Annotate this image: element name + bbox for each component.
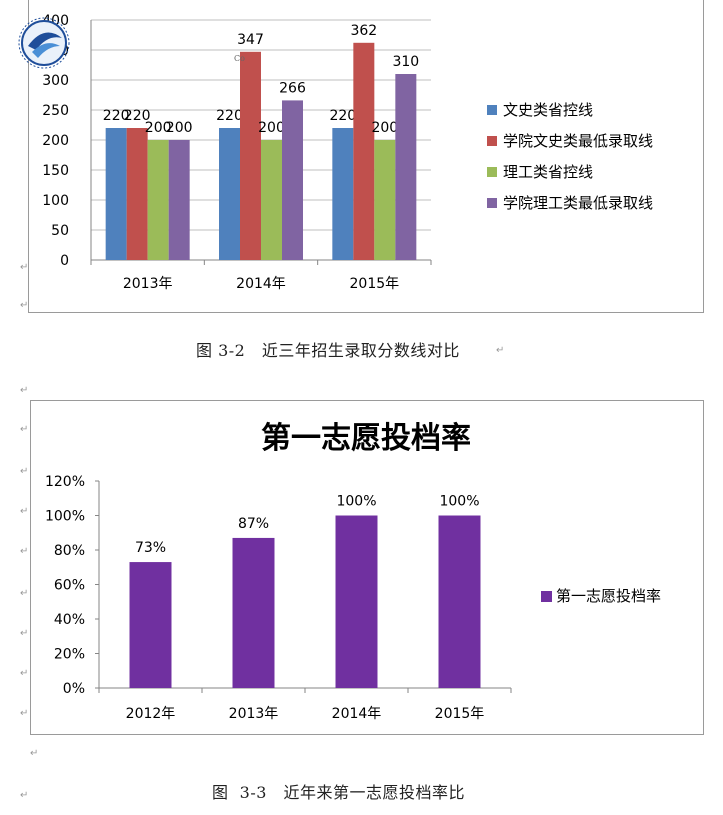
legend-label: 理工类省控线 [503,163,593,181]
y-tick-label: 250 [42,103,69,119]
data-label: 73% [135,540,166,556]
paragraph-mark-icon: ↵ [30,748,39,759]
bar-3-2013年 [147,140,169,260]
data-label: 200 [166,120,193,136]
y-tick-label: 150 [42,163,69,179]
bar-3-2015年 [374,140,396,260]
paragraph-mark-icon: ↵ [20,385,29,396]
bar-1-2014年 [219,128,240,260]
x-tick-label: 2013年 [229,706,279,722]
y-tick-label: 300 [42,73,69,89]
legend-label: 第一志愿投档率 [556,587,661,605]
paragraph-mark-icon: ↵ [20,506,29,517]
x-tick-label: 2015年 [435,706,485,722]
bar-2014年 [335,515,378,688]
chart-score-lines-svg: 0501001502002503003504002202202002002013… [42,13,653,292]
data-label: 220 [103,108,130,124]
bar-4-2015年 [395,74,417,260]
paragraph-mark-icon: ↵ [20,708,29,719]
data-label: 220 [329,108,356,124]
figure-caption-3-2: 图 3-2 近三年招生录取分数线对比 [196,341,460,360]
paragraph-mark-icon: ↵ [20,262,29,273]
paragraph-mark-icon: ↵ [20,466,29,477]
legend-label: 学院理工类最低录取线 [503,194,653,212]
data-label: 100% [439,494,479,510]
paragraph-mark-icon: ↵ [20,668,29,679]
y-tick-label: 40% [54,612,85,628]
bar-1-2015年 [332,128,354,260]
y-tick-label: 0% [63,681,85,697]
y-tick-label: 50 [51,223,69,239]
y-tick-label: 20% [54,647,85,663]
y-tick-label: 100% [45,509,85,525]
y-tick-label: 80% [54,543,85,559]
data-label: 100% [336,494,376,510]
x-tick-label: 2015年 [350,276,400,292]
bar-2015年 [438,515,481,688]
data-label: 87% [238,516,269,532]
data-label: 200 [145,120,172,136]
bar-2-2013年 [126,128,148,260]
y-tick-label: 60% [54,578,85,594]
y-tick-label: 0 [60,253,69,269]
paragraph-mark-icon: ↵ [20,628,29,639]
college-logo: Co [18,16,245,70]
paragraph-mark-icon: ↵ [20,588,29,599]
legend-swatch [487,136,497,146]
paragraph-mark-icon: ↵ [20,546,29,557]
paragraph-mark-icon: ↵ [20,424,29,435]
x-tick-label: 2014年 [236,276,286,292]
figure-caption-3-3: 图 3-3 近年来第一志愿投档率比 [212,783,465,802]
data-label: 220 [216,108,243,124]
x-tick-label: 2014年 [332,706,382,722]
legend-label: 文史类省控线 [503,101,593,119]
bar-2012年 [129,562,172,688]
data-label: 362 [350,23,377,39]
paragraph-mark-icon: ↵ [496,345,505,356]
bar-1-2013年 [105,128,127,260]
chart-first-choice-rate: 第一志愿投档率 0% 20% 40% 60% 80% 100% 120% 73% 2012年 87%… [30,400,704,735]
data-label: 266 [279,80,306,96]
bar-2-2014年 [240,51,261,260]
legend-swatch [487,198,497,208]
chart-title: 第一志愿投档率 [261,421,471,456]
legend-swatch [487,167,497,177]
data-label: 310 [392,54,419,70]
data-label: 347 [237,32,264,48]
legend-label: 学院文史类最低录取线 [503,132,653,150]
bar-4-2013年 [168,140,190,260]
x-tick-label: 2012年 [126,706,176,722]
legend-swatch [541,591,552,602]
bar-2013年 [232,537,275,688]
x-tick-label: 2013年 [123,276,173,292]
bar-2-2015年 [353,42,375,260]
data-label: 220 [124,108,151,124]
paragraph-mark-icon: ↵ [20,300,29,311]
logo-text: Co [234,54,245,63]
paragraph-mark-icon: ↵ [20,790,29,801]
bar-3-2014年 [261,140,282,260]
data-label: 200 [258,120,285,136]
y-tick-label: 120% [45,474,85,490]
y-tick-label: 200 [42,133,69,149]
bar-4-2014年 [282,100,303,261]
y-tick-label: 100 [42,193,69,209]
chart-score-lines: 0501001502002503003504002202202002002013… [28,0,704,313]
data-label: 200 [371,120,398,136]
legend-swatch [487,105,497,115]
chart-first-choice-rate-svg: 第一志愿投档率 0% 20% 40% 60% 80% 100% 120% 73% 2012年 87%… [45,421,661,722]
